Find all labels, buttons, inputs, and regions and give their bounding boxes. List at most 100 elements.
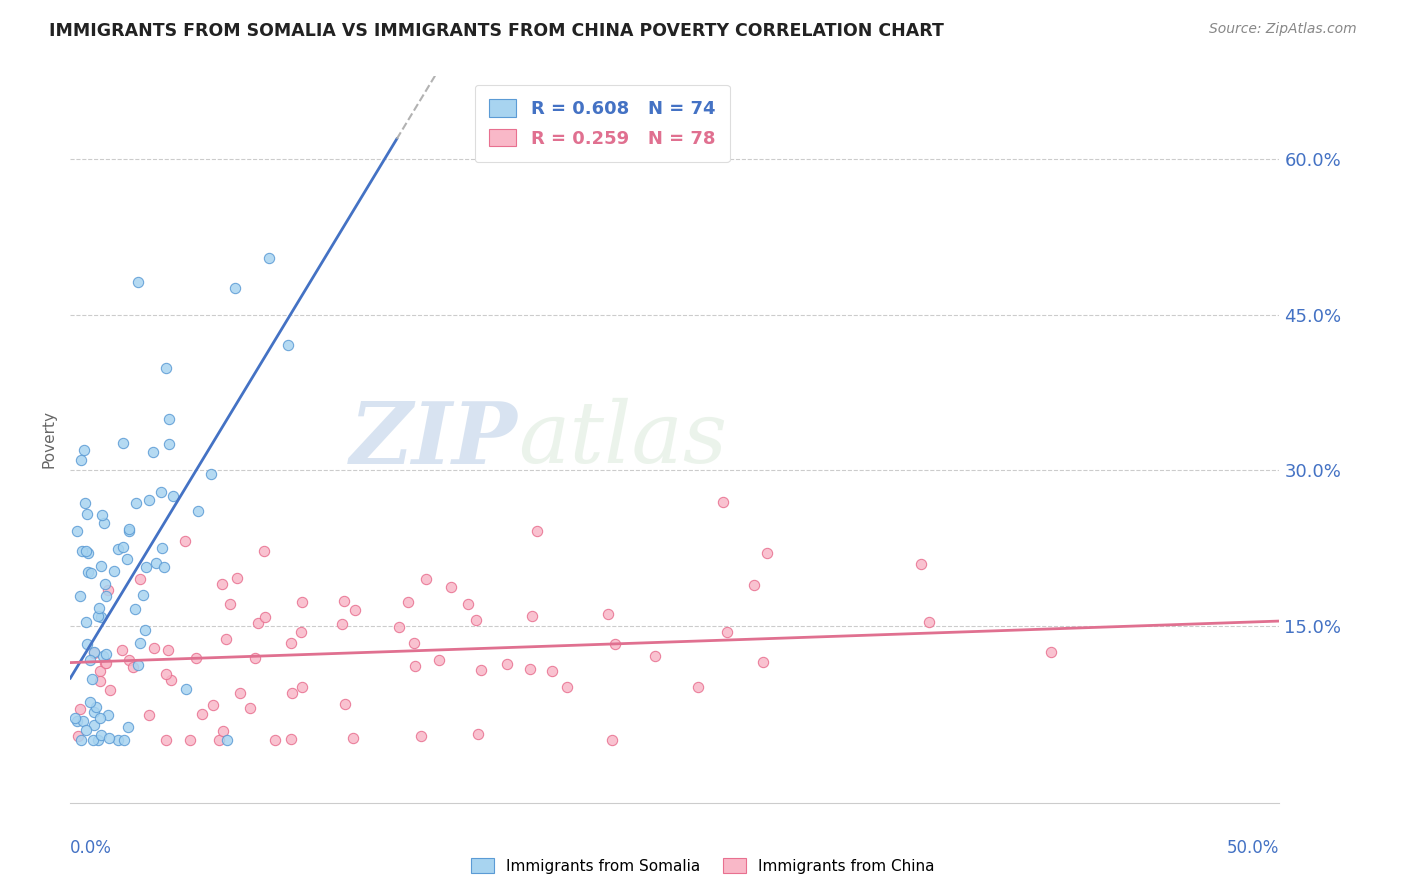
Point: [467, 727, 489, 741]
Point: [66, 714, 89, 728]
Point: [145, 556, 167, 570]
Point: [63, 711, 86, 725]
Point: [115, 552, 138, 566]
Point: [344, 603, 367, 617]
Point: [290, 625, 312, 640]
Point: [224, 281, 246, 295]
Point: [79, 695, 101, 709]
Point: [411, 729, 433, 743]
Point: [751, 655, 773, 669]
Point: [118, 653, 141, 667]
Point: [190, 707, 212, 722]
Point: [686, 680, 709, 694]
Point: [917, 615, 939, 629]
Point: [184, 650, 207, 665]
Point: [187, 504, 209, 518]
Point: [496, 657, 519, 671]
Point: [457, 597, 479, 611]
Point: [72, 714, 94, 729]
Point: [121, 660, 143, 674]
Point: [1039, 645, 1062, 659]
Point: [439, 581, 461, 595]
Point: [128, 572, 150, 586]
Point: [87, 733, 110, 747]
Point: [277, 337, 299, 351]
Point: [174, 534, 197, 549]
Point: [157, 412, 180, 426]
Point: [76, 507, 98, 521]
Point: [118, 524, 141, 538]
Point: [263, 733, 285, 747]
Point: [396, 595, 419, 609]
Point: [157, 437, 180, 451]
Point: [742, 577, 765, 591]
Point: [87, 601, 110, 615]
Point: [526, 524, 548, 538]
Point: [112, 436, 135, 450]
Point: [97, 707, 120, 722]
Point: [96, 647, 118, 661]
Point: [225, 571, 247, 585]
Point: [644, 649, 666, 664]
Point: [716, 624, 738, 639]
Point: [555, 680, 578, 694]
Point: [600, 733, 623, 747]
Point: [69, 453, 91, 467]
Point: [174, 681, 197, 696]
Point: [160, 673, 183, 688]
Point: [75, 723, 97, 737]
Point: [342, 731, 364, 745]
Point: [87, 609, 110, 624]
Point: [229, 686, 252, 700]
Point: [82, 672, 104, 686]
Point: [280, 731, 302, 746]
Point: [157, 643, 180, 657]
Point: [243, 650, 266, 665]
Point: [127, 658, 149, 673]
Point: [135, 560, 157, 574]
Point: [103, 564, 125, 578]
Point: [335, 697, 357, 711]
Point: [153, 560, 176, 574]
Point: [69, 733, 91, 747]
Point: [73, 495, 96, 509]
Point: [111, 643, 134, 657]
Point: [75, 615, 97, 629]
Point: [112, 733, 135, 747]
Point: [90, 609, 112, 624]
Point: [330, 616, 353, 631]
Point: [118, 522, 141, 536]
Point: [138, 492, 160, 507]
Point: [84, 700, 107, 714]
Point: [69, 702, 91, 716]
Point: [129, 636, 152, 650]
Text: ZIP: ZIP: [350, 398, 517, 481]
Point: [125, 496, 148, 510]
Point: [83, 645, 105, 659]
Point: [142, 444, 165, 458]
Point: [94, 656, 117, 670]
Point: [83, 705, 105, 719]
Text: Source: ZipAtlas.com: Source: ZipAtlas.com: [1209, 22, 1357, 37]
Point: [89, 673, 111, 688]
Point: [132, 588, 155, 602]
Point: [90, 728, 112, 742]
Point: [155, 733, 177, 747]
Text: atlas: atlas: [517, 398, 727, 481]
Point: [427, 653, 450, 667]
Point: [464, 613, 486, 627]
Point: [93, 516, 115, 530]
Point: [127, 275, 149, 289]
Point: [107, 541, 129, 556]
Point: [711, 494, 734, 508]
Point: [155, 360, 177, 375]
Point: [142, 640, 165, 655]
Point: [91, 508, 114, 522]
Point: [388, 620, 411, 634]
Point: [94, 589, 117, 603]
Point: [333, 594, 356, 608]
Point: [200, 467, 222, 481]
Point: [89, 710, 111, 724]
Point: [291, 595, 314, 609]
Point: [77, 565, 100, 579]
